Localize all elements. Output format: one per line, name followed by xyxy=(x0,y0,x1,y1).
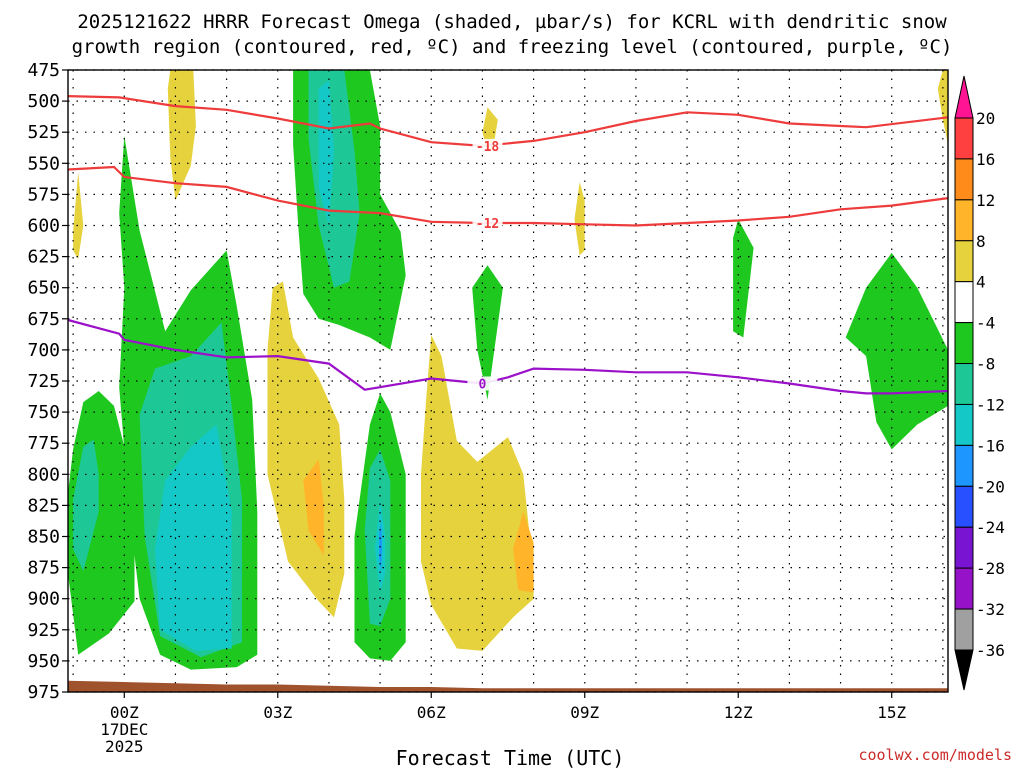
colorbar-bin-2 xyxy=(954,199,974,242)
omega-region-yellow-early-spike xyxy=(73,172,84,260)
colorbar-bin-3 xyxy=(954,240,974,283)
contour-label: 0 xyxy=(479,377,487,392)
colorbar-bin-8 xyxy=(954,444,974,487)
x-tick-label: 00Z xyxy=(110,703,139,722)
colorbar-top-arrow xyxy=(954,75,974,119)
colorbar-bin-6 xyxy=(954,363,974,405)
colorbar-tick-label: 8 xyxy=(976,232,986,251)
colorbar-tick-label: -24 xyxy=(976,518,1005,537)
x-tick-label: 09Z xyxy=(570,703,599,722)
colorbar-bottom-arrow xyxy=(954,649,974,691)
colorbar-bin-7 xyxy=(954,403,974,446)
credit-link[interactable]: coolwx.com/models xyxy=(858,746,1012,764)
x-tick-label: 06Z xyxy=(417,703,446,722)
y-tick-label: 975 xyxy=(27,682,60,703)
omega-region-green-small-mid xyxy=(472,265,503,400)
contour-label: -18 xyxy=(476,140,500,155)
colorbar-tick-label: -28 xyxy=(976,559,1005,578)
omega-region-orange-center-right xyxy=(513,511,534,593)
colorbar-tick-label: -32 xyxy=(976,600,1005,619)
omega-region-yellow-center-right xyxy=(421,335,534,651)
chart-title-line1: 2025121622 HRRR Forecast Omega (shaded, … xyxy=(77,11,947,33)
y-tick-label: 525 xyxy=(27,122,60,143)
y-tick-label: 900 xyxy=(27,589,60,610)
x-tick-date: 17DEC xyxy=(100,720,148,739)
omega-region-yellow-mid-left xyxy=(267,281,345,618)
y-tick-label: 825 xyxy=(27,495,60,516)
y-tick-label: 875 xyxy=(27,558,60,579)
y-tick-label: 650 xyxy=(27,278,60,299)
colorbar-bin-10 xyxy=(954,526,974,569)
y-tick-label: 550 xyxy=(27,153,60,174)
colorbar-bin-0 xyxy=(954,117,974,160)
colorbar-bin-11 xyxy=(954,567,974,610)
omega-region-yellow-small-mid xyxy=(574,182,585,256)
y-tick-label: 950 xyxy=(27,651,60,672)
y-tick-label: 700 xyxy=(27,340,60,361)
contour-label-bg xyxy=(467,376,498,391)
colorbar-tick-label: 4 xyxy=(976,273,986,292)
colorbar-tick-label: -16 xyxy=(976,436,1005,455)
colorbar-bin-1 xyxy=(954,158,974,201)
omega-region-cyan-upper-column xyxy=(318,80,334,226)
y-tick-label: 675 xyxy=(27,309,60,330)
y-tick-label: 800 xyxy=(27,464,60,485)
omega-region-orange-mid-left xyxy=(303,459,324,556)
colorbar-tick-label: -12 xyxy=(976,395,1005,414)
y-tick-label: 750 xyxy=(27,402,60,423)
contour-label-bg xyxy=(472,138,503,153)
colorbar-bin-12 xyxy=(954,608,974,651)
y-tick-label: 625 xyxy=(27,247,60,268)
x-tick-label: 03Z xyxy=(263,703,292,722)
colorbar-bin-5 xyxy=(954,322,974,365)
colorbar-tick-label: -8 xyxy=(976,355,995,374)
x-axis-label: Forecast Time (UTC) xyxy=(396,746,625,768)
omega-region-green-far-right xyxy=(845,252,948,450)
x-tick-label: 15Z xyxy=(877,703,906,722)
x-tick-year: 2025 xyxy=(105,737,144,756)
omega-region-yellow-far-right-top xyxy=(937,70,948,145)
omega-region-cyan-main xyxy=(155,424,232,651)
y-tick-label: 475 xyxy=(27,60,60,81)
contour-label-bg xyxy=(472,216,503,231)
colorbar-bin-9 xyxy=(954,485,974,528)
terrain-shading xyxy=(68,680,948,692)
y-tick-label: 725 xyxy=(27,371,60,392)
y-tick-label: 600 xyxy=(27,216,60,237)
y-tick-label: 850 xyxy=(27,527,60,548)
colorbar-tick-label: 16 xyxy=(976,150,995,169)
x-tick-label: 12Z xyxy=(724,703,753,722)
colorbar-tick-label: 20 xyxy=(976,109,995,128)
colorbar-tick-label: -20 xyxy=(976,477,1005,496)
contour-label: -12 xyxy=(476,217,499,232)
y-tick-label: 925 xyxy=(27,620,60,641)
omega-region-yellow-upper-narrow xyxy=(167,70,196,201)
y-tick-label: 575 xyxy=(27,184,60,205)
colorbar-bin-4 xyxy=(954,281,974,324)
colorbar-tick-label: -4 xyxy=(976,314,995,333)
colorbar-tick-label: 12 xyxy=(976,191,995,210)
y-tick-label: 775 xyxy=(27,433,60,454)
y-tick-label: 500 xyxy=(27,91,60,112)
chart-title-line2: growth region (contoured, red, ºC) and f… xyxy=(72,36,953,58)
colorbar-tick-label: -36 xyxy=(976,641,1005,660)
